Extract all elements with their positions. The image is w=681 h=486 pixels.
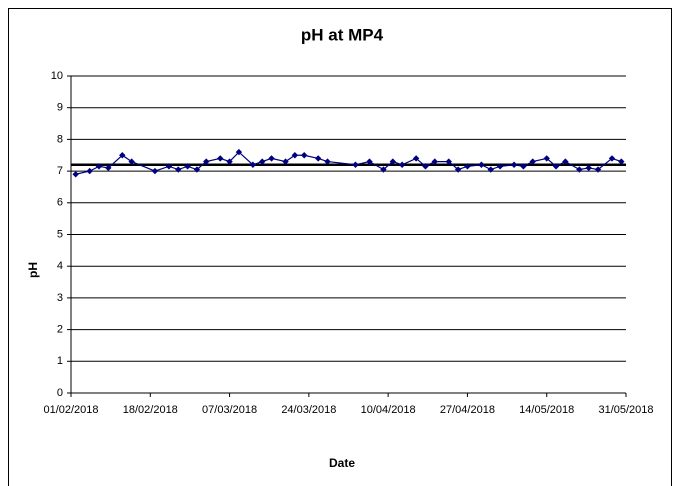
x-tick-label: 18/02/2018 bbox=[123, 404, 178, 416]
data-point bbox=[380, 166, 387, 173]
data-point bbox=[389, 158, 397, 165]
data-point bbox=[422, 163, 429, 170]
y-tick-label: 8 bbox=[57, 133, 63, 145]
data-point bbox=[203, 158, 210, 165]
data-point bbox=[510, 161, 518, 168]
data-point bbox=[165, 163, 173, 170]
x-tick-label: 01/02/2018 bbox=[43, 404, 98, 416]
data-point bbox=[300, 152, 308, 159]
data-point bbox=[431, 158, 438, 165]
data-point bbox=[594, 166, 602, 173]
data-point bbox=[529, 158, 536, 165]
x-tick-label: 14/05/2018 bbox=[519, 404, 574, 416]
data-point bbox=[398, 161, 406, 168]
x-tick-label: 24/03/2018 bbox=[281, 404, 336, 416]
data-point bbox=[95, 163, 103, 170]
chart-title: pH at MP4 bbox=[301, 25, 384, 44]
data-point bbox=[119, 152, 126, 159]
data-point bbox=[585, 164, 592, 172]
data-point bbox=[487, 166, 494, 173]
data-point bbox=[314, 155, 322, 162]
data-point bbox=[184, 163, 191, 170]
data-point bbox=[128, 158, 135, 165]
x-tick-label: 27/04/2018 bbox=[440, 404, 495, 416]
data-point bbox=[151, 167, 159, 175]
x-tick-label: 10/04/2018 bbox=[361, 404, 416, 416]
data-point bbox=[608, 155, 616, 162]
y-tick-label: 3 bbox=[57, 292, 63, 304]
y-tick-label: 0 bbox=[57, 387, 63, 399]
data-point bbox=[454, 166, 462, 173]
data-point bbox=[86, 167, 93, 175]
y-tick-label: 2 bbox=[57, 324, 63, 336]
y-tick-label: 7 bbox=[57, 165, 63, 177]
data-point bbox=[618, 158, 625, 165]
data-point bbox=[478, 161, 485, 168]
x-axis-label: Date bbox=[329, 456, 355, 470]
data-point bbox=[217, 155, 224, 162]
y-tick-label: 9 bbox=[57, 102, 63, 114]
data-point bbox=[105, 164, 112, 172]
data-point bbox=[72, 171, 79, 178]
data-point bbox=[193, 166, 201, 173]
y-axis-label: pH bbox=[26, 262, 40, 278]
x-tick-label: 07/03/2018 bbox=[202, 404, 257, 416]
data-point bbox=[268, 155, 275, 162]
data-point bbox=[543, 155, 550, 162]
data-point bbox=[324, 158, 331, 165]
data-point bbox=[562, 158, 569, 165]
data-point bbox=[464, 163, 471, 170]
data-point bbox=[175, 166, 182, 173]
x-tick-label: 31/05/2018 bbox=[598, 404, 653, 416]
y-tick-label: 6 bbox=[57, 197, 63, 209]
data-point bbox=[445, 158, 452, 165]
data-point bbox=[235, 148, 243, 156]
data-point bbox=[282, 158, 289, 165]
y-tick-label: 10 bbox=[51, 70, 63, 82]
data-point bbox=[496, 163, 504, 170]
data-point bbox=[249, 161, 257, 168]
y-tick-label: 4 bbox=[57, 260, 63, 272]
y-tick-label: 1 bbox=[57, 355, 63, 367]
data-point bbox=[226, 158, 233, 165]
data-point bbox=[520, 163, 527, 170]
data-point bbox=[412, 155, 420, 162]
data-point bbox=[291, 152, 299, 159]
data-point bbox=[576, 166, 583, 173]
data-point bbox=[366, 158, 373, 165]
chart-frame bbox=[8, 8, 672, 486]
data-point bbox=[352, 161, 359, 168]
data-point bbox=[259, 158, 266, 165]
data-point bbox=[552, 163, 560, 170]
y-tick-label: 5 bbox=[57, 228, 63, 240]
